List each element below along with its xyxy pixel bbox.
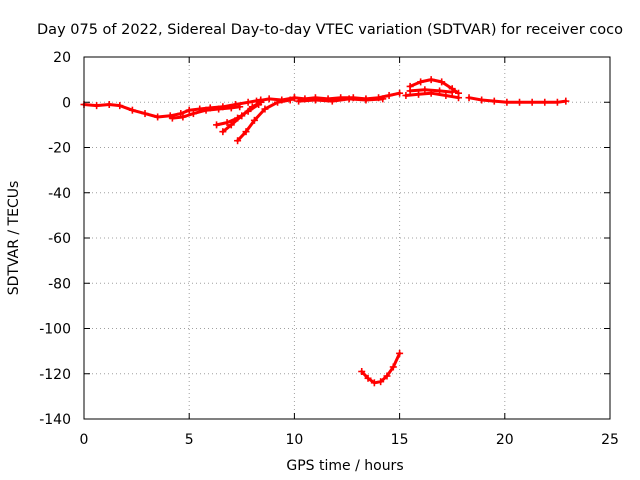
data-point	[105, 101, 113, 109]
data-point	[417, 78, 425, 86]
data-point	[455, 94, 463, 102]
series-track-4	[213, 101, 263, 129]
data-point	[396, 349, 404, 357]
y-tick-label: -80	[48, 276, 71, 292]
data-point	[227, 104, 235, 112]
series-track-13	[465, 94, 570, 106]
data-point	[261, 105, 269, 113]
data-point	[490, 97, 498, 105]
data-point	[223, 119, 231, 127]
data-point	[442, 91, 450, 99]
data-point	[168, 114, 176, 122]
data-point	[116, 102, 124, 110]
y-tick-label: 0	[62, 95, 71, 111]
data-point	[141, 110, 149, 118]
data-point	[503, 98, 511, 106]
data-point	[438, 78, 446, 86]
data-point	[562, 97, 570, 105]
data-point	[370, 379, 378, 387]
data-point	[242, 128, 250, 136]
data-point	[385, 91, 393, 99]
data-point	[345, 95, 353, 103]
data-point	[358, 367, 366, 375]
x-tick-label: 0	[80, 432, 89, 448]
y-tick-label: -60	[48, 231, 71, 247]
data-point	[516, 98, 524, 106]
y-tick-label: -140	[39, 412, 71, 428]
data-point	[244, 98, 252, 106]
x-tick-label: 5	[185, 432, 194, 448]
data-point	[185, 106, 193, 114]
data-point	[377, 378, 385, 386]
series-line	[82, 98, 263, 119]
series-track-12	[406, 86, 456, 96]
data-point	[215, 105, 223, 113]
data-point	[128, 106, 136, 114]
data-point	[478, 96, 486, 104]
data-point	[227, 121, 235, 129]
plot-series	[80, 76, 570, 387]
data-point	[253, 97, 261, 105]
data-point	[234, 137, 242, 145]
data-point	[396, 89, 404, 97]
x-tick-label: 20	[496, 432, 514, 448]
y-tick-label: -120	[39, 367, 71, 383]
data-point	[189, 110, 197, 118]
data-point	[448, 88, 456, 96]
series-track-9	[358, 349, 404, 387]
data-point	[465, 94, 473, 102]
data-point	[406, 87, 414, 95]
y-tick-label: 20	[53, 50, 71, 66]
x-tick-label: 15	[391, 432, 409, 448]
data-point	[265, 95, 273, 103]
data-point	[93, 102, 101, 110]
data-point	[553, 98, 561, 106]
data-point	[250, 116, 258, 124]
data-point	[415, 90, 423, 98]
data-point	[383, 372, 391, 380]
series-track-11	[402, 89, 463, 102]
data-point	[541, 98, 549, 106]
series-line	[255, 96, 296, 103]
y-tick-label: -20	[48, 141, 71, 157]
data-point	[236, 103, 244, 111]
grid	[84, 57, 610, 419]
data-point	[154, 113, 162, 121]
data-point	[244, 107, 252, 115]
data-point	[528, 98, 536, 106]
data-point	[436, 87, 444, 95]
data-point	[379, 95, 387, 103]
x-axis-label: GPS time / hours	[286, 458, 403, 474]
series-line	[408, 88, 454, 94]
data-point	[295, 97, 303, 105]
data-point	[427, 76, 435, 84]
data-point	[311, 96, 319, 104]
chart-title: Day 075 of 2022, Sidereal Day-to-day VTE…	[37, 22, 623, 38]
x-tick-label: 10	[285, 432, 303, 448]
data-point	[278, 96, 286, 104]
data-point	[290, 94, 298, 102]
data-point	[213, 121, 221, 129]
series-track-2	[168, 103, 244, 122]
data-point	[402, 91, 410, 99]
data-point	[219, 128, 227, 136]
axis-ticks: 20 0 -20 -40 -60 -80 -100 -120 -140 0 5 10 15 20 25	[39, 50, 619, 448]
data-point	[389, 363, 397, 371]
data-point	[202, 106, 210, 114]
x-tick-label: 25	[601, 432, 619, 448]
data-point	[234, 114, 242, 122]
data-point	[364, 374, 372, 382]
y-axis-label: SDTVAR / TECUs	[6, 181, 22, 296]
series-line	[297, 97, 385, 103]
plot-frame	[83, 56, 611, 420]
data-point	[179, 113, 187, 121]
data-point	[328, 97, 336, 105]
y-tick-label: -100	[39, 322, 71, 338]
series-track-8	[295, 95, 387, 105]
data-point	[362, 96, 370, 104]
y-tick-label: -40	[48, 186, 71, 202]
data-point	[421, 86, 429, 94]
